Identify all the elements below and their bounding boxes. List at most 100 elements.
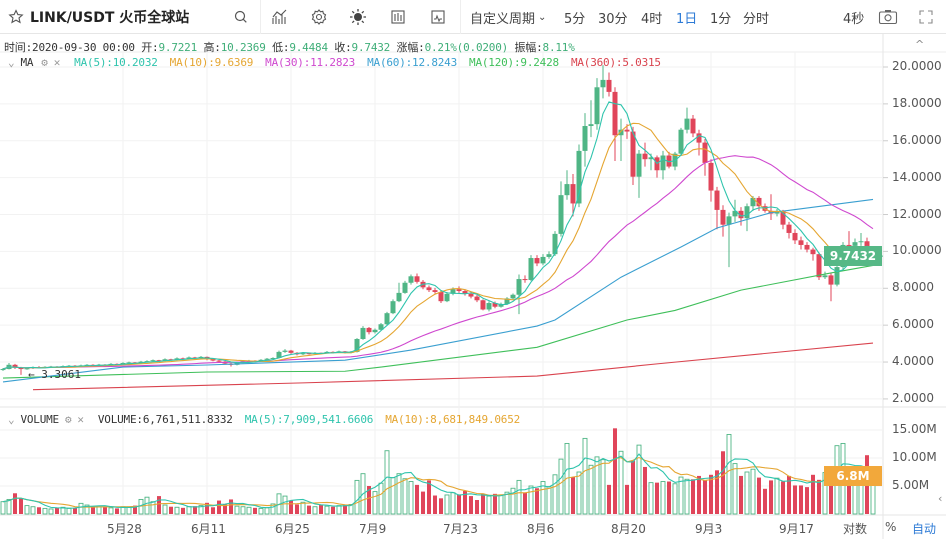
ma-legend: ⌄ MA ⚙ ✕ MA(5):10.2032 MA(10):9.6369 MA(… — [8, 56, 661, 69]
symbol-title[interactable]: LINK/USDT 火币全球站 — [30, 10, 190, 26]
candle-body — [498, 303, 504, 307]
candle-body — [852, 242, 858, 246]
volume-bar — [174, 506, 180, 515]
volume-bar — [691, 479, 695, 514]
auto-scale-toggle[interactable]: 自动 — [912, 522, 937, 536]
candle-body — [414, 276, 420, 282]
volume-bar — [108, 507, 114, 515]
change-value: 0.21%(0.0200) — [424, 41, 509, 54]
candle-body — [684, 118, 690, 130]
indicator-icon[interactable] — [390, 0, 406, 34]
collapse-chevron-icon[interactable]: ⌄ — [8, 413, 15, 426]
indicator-settings-icon[interactable]: ⚙ — [64, 413, 72, 426]
candle-body — [660, 155, 666, 171]
volume-bar — [648, 482, 654, 515]
volume-bar — [811, 474, 815, 514]
refresh-interval[interactable]: 4秒 — [843, 11, 865, 27]
period-1min[interactable]: 1分 — [710, 11, 732, 27]
candle-body — [570, 184, 576, 204]
volume-bar — [613, 428, 617, 514]
template-icon[interactable] — [430, 0, 446, 34]
candle-body — [456, 289, 462, 292]
ohlc-info-bar: 时间:2020-09-30 00:00 开:9.7221 高:10.2369 低… — [4, 39, 575, 55]
percent-scale-toggle[interactable]: % — [885, 520, 897, 534]
candle-body — [678, 129, 684, 154]
camera-icon[interactable] — [878, 0, 898, 34]
custom-period-label: 自定义周期 — [470, 11, 536, 27]
volume-bar — [540, 481, 546, 515]
volume-bar — [217, 500, 221, 514]
volume-bar — [523, 492, 527, 514]
candle-body — [18, 367, 24, 370]
candle-body — [0, 369, 6, 371]
period-5min[interactable]: 5分 — [564, 11, 586, 27]
log-scale-toggle[interactable]: 对数 — [843, 522, 868, 536]
ma120-value: MA(120):9.2428 — [469, 56, 559, 69]
ma30-value: MA(30):11.2823 — [265, 56, 356, 69]
candle-body — [210, 359, 216, 361]
volume-bar — [282, 495, 288, 515]
volume-bar — [48, 508, 54, 515]
ma120-line — [2, 264, 874, 379]
volume-bar — [678, 476, 684, 515]
candle-body — [666, 155, 672, 167]
price-tick-label: 8.0000 — [892, 280, 934, 295]
custom-period-dropdown[interactable]: 自定义周期 ⌄ — [470, 0, 546, 34]
volume-bar — [552, 474, 558, 515]
volume-bar — [546, 486, 552, 515]
divider — [260, 0, 261, 34]
volume-bar — [594, 456, 600, 515]
period-30min[interactable]: 30分 — [598, 11, 628, 27]
indicator-close-icon[interactable]: ✕ — [77, 413, 84, 426]
close-value: 9.7432 — [351, 41, 391, 54]
collapse-chevron-icon[interactable]: ⌄ — [8, 56, 15, 69]
period-1d[interactable]: 1日 — [676, 11, 698, 27]
date-tick-label: 6月11 — [191, 522, 226, 536]
volume-bar — [300, 501, 306, 515]
theme-sun-icon[interactable] — [349, 0, 367, 34]
candle-body — [480, 300, 486, 310]
candle-body — [726, 216, 732, 225]
collapse-up-icon[interactable]: ^ — [915, 38, 925, 51]
fullscreen-icon[interactable] — [918, 0, 934, 34]
volume-bar — [667, 481, 671, 514]
price-tick-label: 2.0000 — [892, 390, 934, 405]
favorite-star-icon[interactable] — [8, 0, 24, 34]
candle-body — [174, 358, 180, 360]
candle-body — [858, 241, 864, 243]
ma10-value: MA(10):9.6369 — [169, 56, 254, 69]
volume-bar — [270, 503, 276, 515]
candle-body — [618, 129, 624, 136]
candle-body — [792, 232, 798, 241]
candle-body — [786, 224, 792, 233]
volume-bar — [37, 507, 41, 514]
ma60-value: MA(60):12.8243 — [367, 56, 458, 69]
ma-indicator-name: MA — [20, 56, 34, 69]
period-4h[interactable]: 4时 — [641, 11, 663, 27]
period-timeline[interactable]: 分时 — [743, 11, 770, 27]
search-icon[interactable] — [233, 0, 249, 34]
candle-body — [528, 258, 534, 280]
settings-gear-icon[interactable] — [310, 0, 328, 34]
volume-bar — [726, 434, 732, 515]
candle-body — [606, 79, 612, 92]
candle-body — [696, 133, 702, 143]
volume-bar — [715, 470, 719, 514]
candle-body — [402, 282, 408, 293]
expand-left-icon[interactable]: ‹ — [938, 492, 943, 505]
candle-body — [276, 351, 282, 358]
volume-indicator-name: VOLUME — [20, 413, 59, 426]
candle-body — [624, 129, 630, 132]
indicator-settings-icon[interactable]: ⚙ — [41, 56, 48, 69]
volume-bar — [732, 463, 738, 515]
candle-body — [558, 195, 564, 234]
volume-bar — [721, 451, 725, 514]
indicator-close-icon[interactable]: ✕ — [53, 56, 61, 69]
volume-bar — [475, 500, 479, 514]
candle-body — [492, 303, 498, 307]
volume-bar — [162, 504, 168, 515]
volume-bar — [367, 486, 371, 514]
candle-body — [264, 358, 270, 360]
chart-type-icon[interactable] — [271, 0, 289, 34]
